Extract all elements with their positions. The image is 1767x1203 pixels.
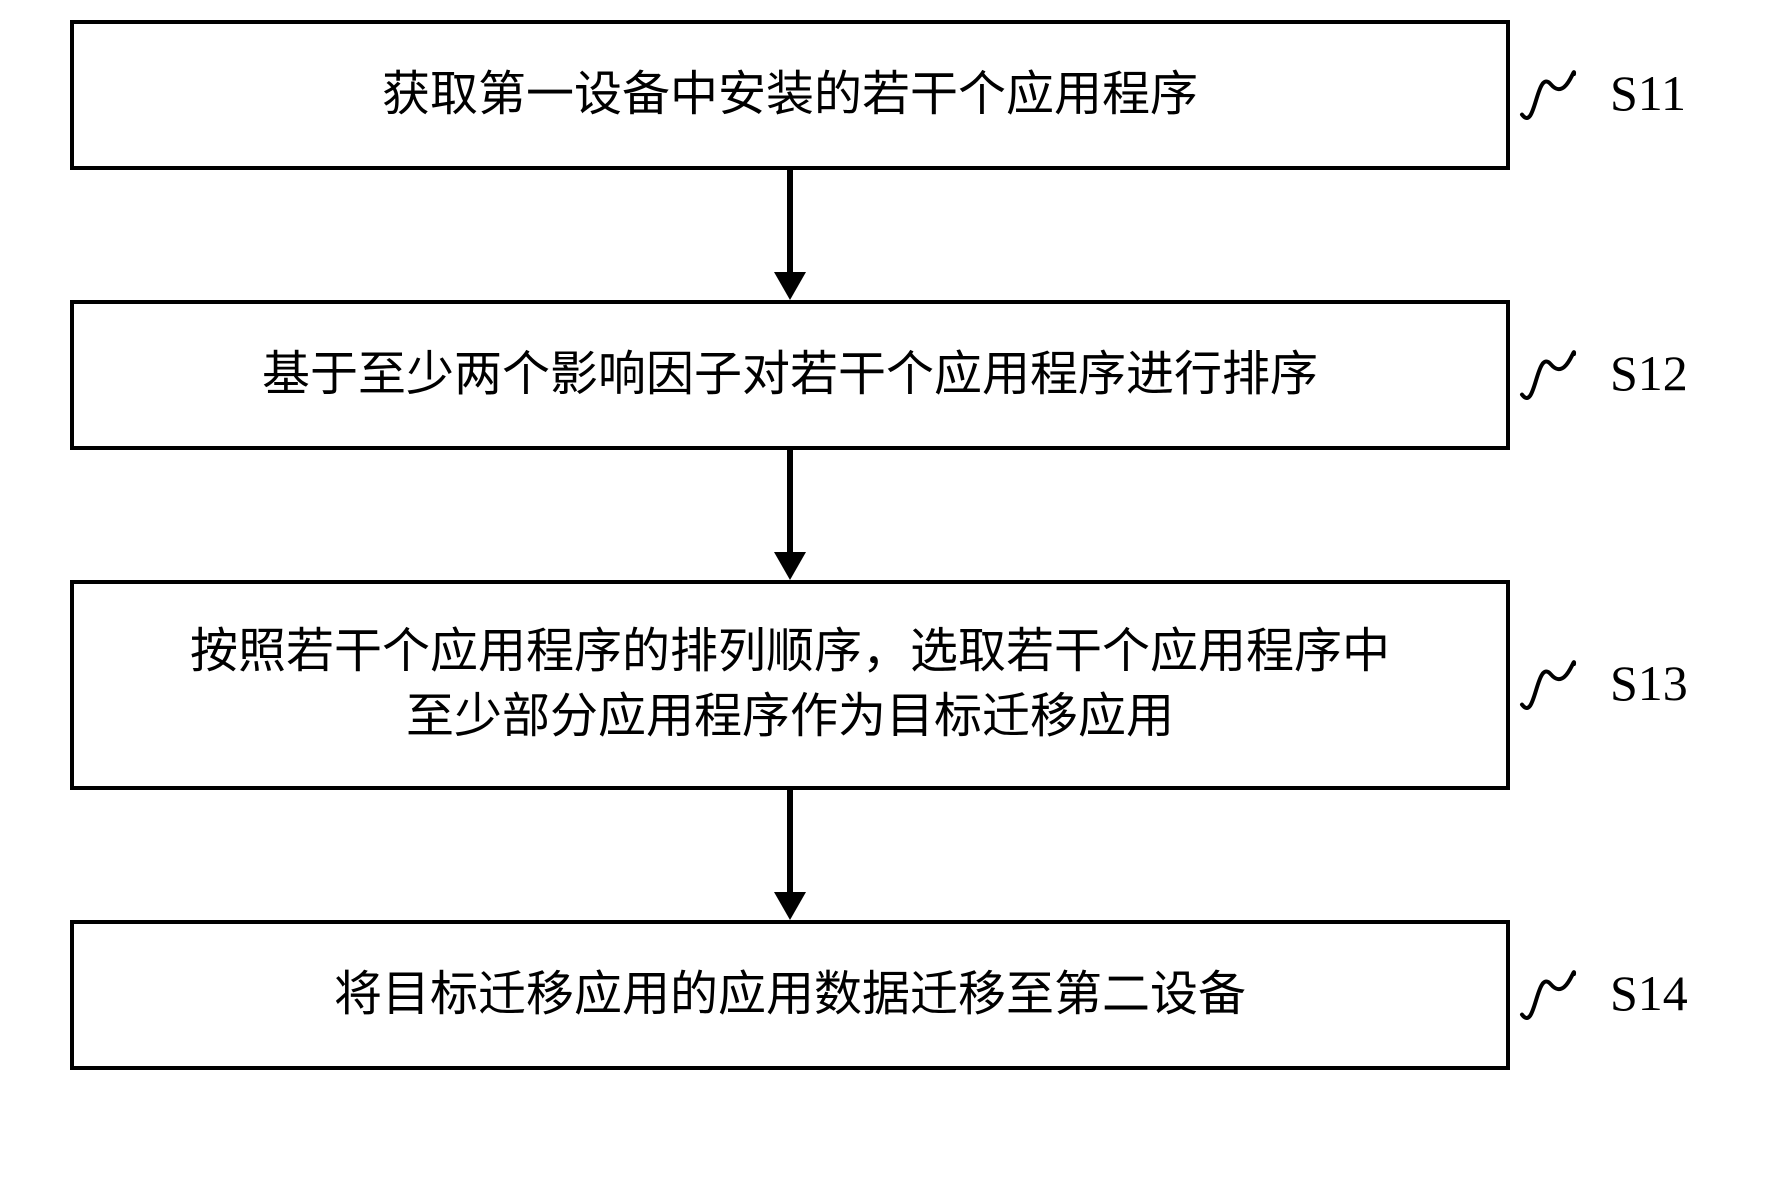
- flow-node-text: 基于至少两个影响因子对若干个应用程序进行排序: [232, 343, 1348, 408]
- lead-line-s14: [1518, 960, 1578, 1030]
- step-label-s12: S12: [1610, 344, 1688, 402]
- lead-line-s13: [1518, 650, 1578, 720]
- step-label-s14: S14: [1610, 964, 1688, 1022]
- arrow-shaft-s13-s14: [787, 790, 793, 894]
- flow-node-text: 获取第一设备中安装的若干个应用程序: [352, 63, 1228, 128]
- flow-node-text: 将目标迁移应用的应用数据迁移至第二设备: [304, 963, 1276, 1028]
- flow-node-s13: 按照若干个应用程序的排列顺序，选取若干个应用程序中 至少部分应用程序作为目标迁移…: [70, 580, 1510, 790]
- arrow-shaft-s11-s12: [787, 170, 793, 274]
- flow-node-s11: 获取第一设备中安装的若干个应用程序: [70, 20, 1510, 170]
- flow-node-text: 按照若干个应用程序的排列顺序，选取若干个应用程序中 至少部分应用程序作为目标迁移…: [160, 620, 1420, 750]
- step-label-s11: S11: [1610, 64, 1686, 122]
- lead-line-s12: [1518, 340, 1578, 410]
- flowchart-canvas: 获取第一设备中安装的若干个应用程序 S11 基于至少两个影响因子对若干个应用程序进行…: [0, 0, 1767, 1203]
- arrow-head-s13-s14: [774, 892, 806, 920]
- arrow-head-s12-s13: [774, 552, 806, 580]
- step-label-s13: S13: [1610, 654, 1688, 712]
- flow-node-s14: 将目标迁移应用的应用数据迁移至第二设备: [70, 920, 1510, 1070]
- arrow-head-s11-s12: [774, 272, 806, 300]
- flow-node-s12: 基于至少两个影响因子对若干个应用程序进行排序: [70, 300, 1510, 450]
- lead-line-s11: [1518, 60, 1578, 130]
- arrow-shaft-s12-s13: [787, 450, 793, 554]
